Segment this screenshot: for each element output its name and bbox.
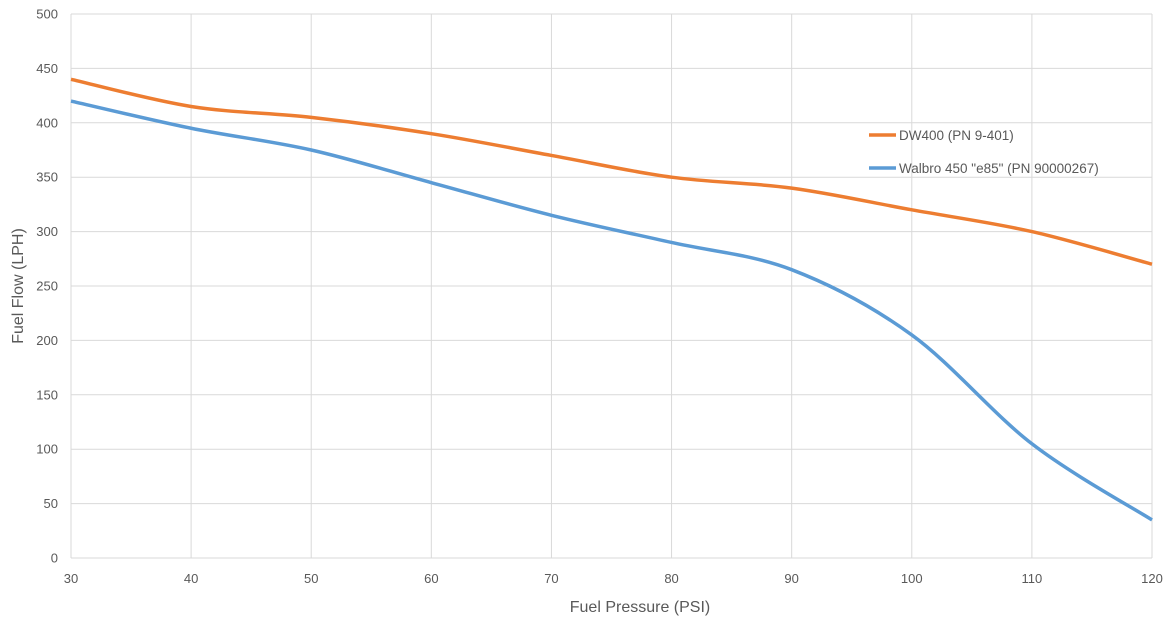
y-tick-label: 450 bbox=[36, 61, 58, 76]
y-tick-label: 500 bbox=[36, 7, 58, 22]
x-tick-label: 40 bbox=[184, 571, 198, 586]
y-axis-title: Fuel Flow (LPH) bbox=[10, 228, 27, 344]
x-tick-label: 50 bbox=[304, 571, 318, 586]
x-tick-label: 30 bbox=[64, 571, 78, 586]
y-tick-label: 0 bbox=[51, 551, 58, 566]
x-axis-ticks: 30 40 50 60 70 80 90 100 110 120 bbox=[64, 571, 1163, 586]
y-tick-label: 400 bbox=[36, 115, 58, 130]
series-lines bbox=[70, 77, 1153, 522]
series-line-1 bbox=[70, 77, 1153, 266]
legend: DW400 (PN 9-401) Walbro 450 "e85" (PN 900… bbox=[869, 128, 1099, 176]
y-tick-label: 250 bbox=[36, 279, 58, 294]
series-line-2 bbox=[70, 99, 1153, 522]
x-tick-label: 80 bbox=[664, 571, 678, 586]
y-tick-label: 350 bbox=[36, 170, 58, 185]
x-tick-label: 120 bbox=[1141, 571, 1163, 586]
legend-label: Walbro 450 "e85" (PN 90000267) bbox=[899, 161, 1099, 176]
y-tick-label: 300 bbox=[36, 224, 58, 239]
y-tick-label: 100 bbox=[36, 442, 58, 457]
y-tick-label: 150 bbox=[36, 387, 58, 402]
legend-label: DW400 (PN 9-401) bbox=[899, 128, 1014, 143]
x-tick-label: 90 bbox=[784, 571, 798, 586]
y-axis-ticks: 0 50 100 150 200 250 300 350 400 450 500 bbox=[36, 7, 58, 566]
x-tick-label: 110 bbox=[1022, 571, 1043, 586]
grid-lines bbox=[70, 13, 1153, 559]
x-tick-label: 100 bbox=[901, 571, 923, 586]
x-axis-title: Fuel Pressure (PSI) bbox=[570, 599, 710, 616]
x-tick-label: 70 bbox=[544, 571, 558, 586]
y-tick-label: 200 bbox=[36, 333, 58, 348]
y-tick-label: 50 bbox=[44, 496, 58, 511]
x-tick-label: 60 bbox=[424, 571, 438, 586]
